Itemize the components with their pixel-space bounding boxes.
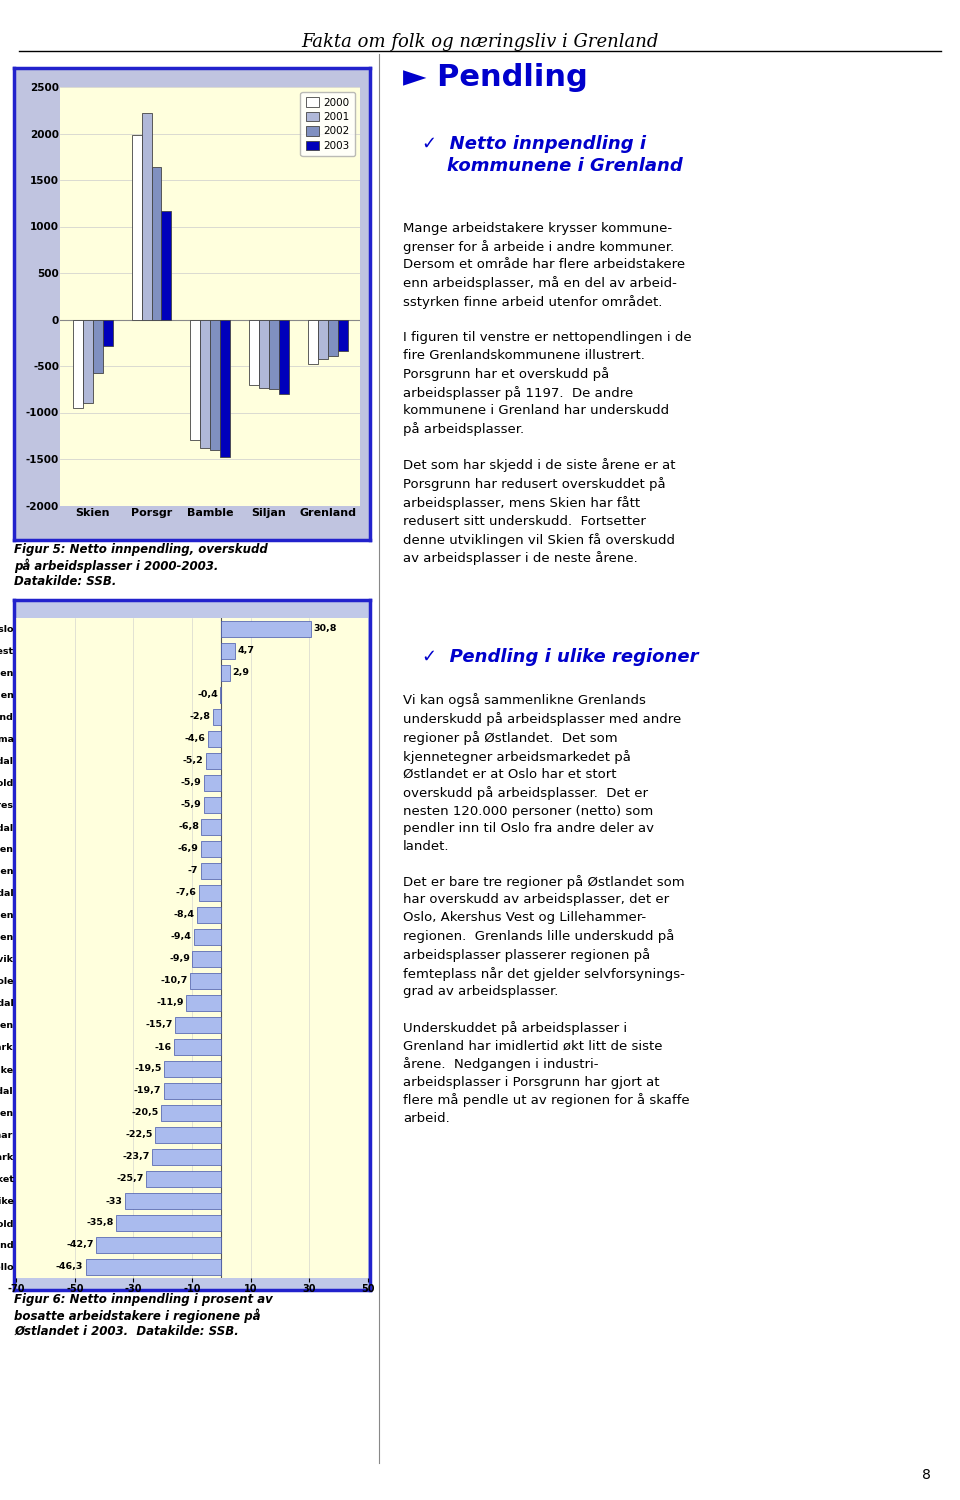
Bar [199, 885, 221, 902]
Bar [210, 320, 220, 450]
Text: -33: -33 [106, 1197, 122, 1206]
Bar [201, 862, 221, 879]
Bar [221, 621, 311, 638]
Text: ✓  Pendling i ulike regioner: ✓ Pendling i ulike regioner [422, 648, 699, 666]
Bar [103, 320, 112, 345]
Text: -42,7: -42,7 [66, 1240, 94, 1250]
Text: -4,6: -4,6 [184, 735, 205, 744]
Text: -6,9: -6,9 [178, 844, 199, 853]
Bar [220, 687, 221, 703]
Bar [213, 708, 221, 724]
Bar [249, 320, 259, 384]
Bar [192, 951, 221, 968]
Text: Vi kan også sammenlikne Grenlands
underskudd på arbeidsplasser med andre
regione: Vi kan også sammenlikne Grenlands unders… [403, 693, 690, 1125]
Bar [327, 320, 338, 356]
Text: 2,9: 2,9 [232, 669, 249, 678]
Bar [204, 796, 221, 813]
Bar [163, 1083, 221, 1100]
Bar [201, 840, 221, 856]
Text: -10,7: -10,7 [160, 976, 187, 986]
Bar [152, 1149, 221, 1166]
Text: 8: 8 [923, 1468, 931, 1482]
Bar [308, 320, 318, 364]
Text: -11,9: -11,9 [156, 999, 184, 1008]
Bar [279, 320, 289, 394]
Text: -9,9: -9,9 [169, 954, 190, 963]
Bar [146, 1170, 221, 1188]
Text: ► Pendling: ► Pendling [403, 63, 588, 92]
Bar [141, 112, 152, 320]
Bar [204, 774, 221, 790]
Bar [221, 642, 235, 658]
Bar [161, 1104, 221, 1122]
Bar [83, 320, 93, 404]
Text: 30,8: 30,8 [314, 624, 337, 633]
Text: -6,8: -6,8 [178, 822, 199, 831]
Text: -5,9: -5,9 [180, 778, 202, 788]
Text: -9,4: -9,4 [171, 933, 191, 942]
Text: Figur 5: Netto innpendling, overskudd
på arbeidsplasser i 2000-2003.
Datakilde: : Figur 5: Netto innpendling, overskudd på… [14, 543, 268, 588]
Bar [73, 320, 83, 408]
Bar [206, 753, 221, 770]
Bar [132, 135, 141, 320]
Bar [116, 1215, 221, 1231]
Text: -25,7: -25,7 [116, 1174, 144, 1184]
Bar [220, 320, 230, 458]
Bar [152, 166, 161, 320]
Bar [201, 320, 210, 448]
Bar [269, 320, 279, 390]
Text: -5,9: -5,9 [180, 801, 202, 810]
Legend: 2000, 2001, 2002, 2003: 2000, 2001, 2002, 2003 [300, 92, 355, 156]
Bar [190, 972, 221, 990]
Bar [190, 320, 201, 441]
Text: ✓  Netto innpendling i
    kommunene i Grenland: ✓ Netto innpendling i kommunene i Grenla… [422, 135, 684, 176]
Text: -15,7: -15,7 [146, 1020, 173, 1029]
Text: Fakta om folk og næringsliv i Grenland: Fakta om folk og næringsliv i Grenland [301, 33, 659, 51]
Bar [176, 1017, 221, 1034]
Text: 4,7: 4,7 [237, 646, 254, 656]
Text: -23,7: -23,7 [122, 1152, 150, 1161]
Bar [85, 1258, 221, 1275]
Text: -35,8: -35,8 [86, 1218, 114, 1227]
Text: -46,3: -46,3 [56, 1263, 84, 1272]
Text: -0,4: -0,4 [197, 690, 218, 699]
Text: -8,4: -8,4 [174, 910, 194, 920]
Bar [197, 906, 221, 922]
Bar [186, 994, 221, 1011]
Text: -22,5: -22,5 [126, 1131, 153, 1140]
Bar [156, 1126, 221, 1143]
Text: -2,8: -2,8 [190, 712, 211, 722]
Text: Figur 6: Netto innpendling i prosent av
bosatte arbeidstakere i regionene på
Øst: Figur 6: Netto innpendling i prosent av … [14, 1293, 274, 1338]
Text: -7: -7 [188, 867, 199, 876]
Bar [318, 320, 327, 360]
Bar [93, 320, 103, 374]
Bar [259, 320, 269, 388]
Text: -5,2: -5,2 [183, 756, 204, 765]
Bar [96, 1236, 221, 1254]
Text: -19,7: -19,7 [133, 1086, 161, 1095]
Bar [194, 928, 221, 945]
Bar [338, 320, 348, 351]
Text: -16: -16 [155, 1042, 172, 1052]
Bar [125, 1192, 221, 1209]
Text: -19,5: -19,5 [134, 1065, 162, 1074]
Bar [164, 1060, 221, 1077]
Bar [161, 210, 172, 320]
Text: -20,5: -20,5 [132, 1108, 159, 1118]
Text: Mange arbeidstakere krysser kommune-
grenser for å arbeide i andre kommuner.
Der: Mange arbeidstakere krysser kommune- gre… [403, 222, 692, 566]
Bar [207, 730, 221, 747]
Bar [202, 819, 221, 836]
Bar [221, 664, 229, 681]
Bar [175, 1038, 221, 1056]
Text: -7,6: -7,6 [176, 888, 197, 897]
